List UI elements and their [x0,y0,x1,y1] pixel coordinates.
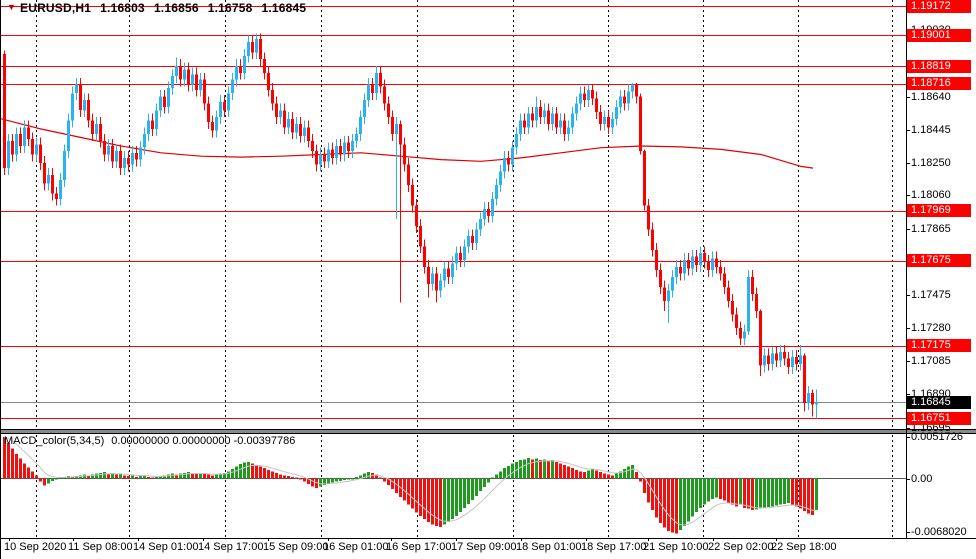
level-price-badge: 1.17175 [907,339,971,352]
price-tick-label: 1.17085 [911,355,951,367]
macd-indicator-label: MACD_color(5,34,5) 0.00000000 0.00000000 … [4,435,302,447]
level-price-badge: 1.19172 [907,0,971,13]
symbol-period-label: EURUSD,H1 [20,1,92,15]
price-tick-label: 1.18445 [911,124,951,136]
macd-signal-line [4,436,817,526]
time-tick-label: 10 Sep 2020 [4,541,67,553]
price-tick-label: 1.17475 [911,289,951,301]
price-tick-label: 1.17280 [911,322,951,334]
time-tick-label: 11 Sep 08:00 [68,541,133,553]
macd-indicator-name: MACD_color(5,34,5) [4,435,105,447]
macd-tick-label: 0.00 [911,473,933,485]
macd-tick-label: -0.0068020 [911,526,967,538]
chart-header: EURUSD,H1 1.16803 1.16856 1.16758 1.16845 [20,1,315,15]
time-tick-label: 16 Sep 01:00 [323,541,389,553]
macd-tick-label: 0.0051726 [911,431,963,443]
macd-histogram [3,437,818,534]
chart-menu-triangle-icon[interactable]: ▼ [7,2,16,12]
moving-average-line [1,118,814,169]
time-tick-label: 14 Sep 01:00 [133,541,199,553]
price-tick-label: 1.18250 [911,157,951,169]
time-tick-label: 22 Sep 18:00 [771,541,837,553]
time-tick-label: 22 Sep 02:00 [708,541,774,553]
time-tick-label: 15 Sep 09:00 [263,541,329,553]
panel-divider[interactable] [1,429,976,434]
price-tick-label: 1.16695 [911,422,951,434]
current-price-badge: 1.16845 [907,396,971,409]
price-tick-label: 1.18640 [911,91,951,103]
ohlc-high: 1.16856 [153,1,199,15]
price-tick-label: 1.17865 [911,223,951,235]
level-price-badge: 1.19001 [907,29,971,42]
candles [3,33,818,419]
time-tick-label: 21 Sep 10:00 [643,541,709,553]
time-tick-label: 18 Sep 17:00 [581,541,647,553]
level-price-badge: 1.17675 [907,254,971,267]
macd-indicator-values: 0.00000000 0.00000000 -0.00397786 [111,435,296,447]
time-tick-label: 16 Sep 17:00 [386,541,452,553]
level-price-badge: 1.16751 [907,412,971,425]
level-price-badge: 1.18819 [907,60,971,73]
time-tick-label: 17 Sep 09:00 [451,541,517,553]
ohlc-open: 1.16803 [100,1,145,15]
ohlc-low: 1.16758 [207,1,253,15]
level-price-badge: 1.18716 [907,77,971,90]
time-tick-label: 14 Sep 17:00 [198,541,264,553]
price-tick-label: 1.18060 [911,189,951,201]
ohlc-close: 1.16845 [261,1,307,15]
time-tick-label: 18 Sep 01:00 [516,541,582,553]
level-price-badge: 1.17969 [907,204,971,217]
